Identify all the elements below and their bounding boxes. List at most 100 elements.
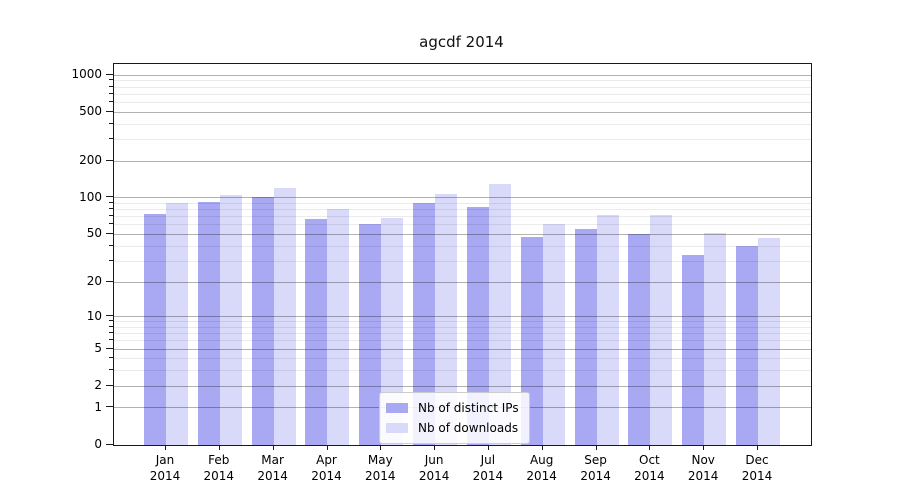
x-tick-label-month: Nov	[691, 453, 715, 467]
x-tick	[434, 445, 436, 450]
x-tick-label-month: Dec	[745, 453, 769, 467]
y-tick-label: 500	[79, 104, 102, 119]
x-tick-label-month: Jan	[155, 453, 175, 467]
bar-downloads	[650, 215, 673, 445]
y-tick-label: 50	[86, 226, 102, 241]
bar-distinct-ips	[359, 224, 382, 445]
x-tick-label-year: 2014	[311, 469, 342, 483]
x-tick	[218, 445, 220, 450]
y-tick-label: 100	[79, 189, 102, 204]
y-tick	[106, 443, 113, 445]
x-tick-label: May 2014	[348, 452, 412, 484]
bar-downloads	[166, 203, 188, 445]
x-tick-label: Dec 2014	[725, 452, 789, 484]
y-minor-tick	[109, 100, 113, 102]
x-tick-label-year: 2014	[580, 469, 611, 483]
bar-downloads	[273, 187, 296, 445]
y-minor-tick	[109, 223, 113, 225]
x-tick	[487, 445, 489, 450]
bar-distinct-ips	[144, 213, 166, 445]
x-tick	[165, 445, 166, 450]
x-tick-label-month: Feb	[208, 453, 230, 467]
legend-label: Nb of downloads	[418, 421, 519, 435]
x-tick-label-year: 2014	[472, 469, 504, 483]
y-tick-label: 1000	[71, 67, 102, 81]
chart-title: agcdf 2014	[419, 33, 504, 51]
y-tick	[106, 73, 113, 75]
x-tick-label-year: 2014	[418, 469, 450, 483]
bar-distinct-ips	[574, 228, 597, 445]
y-tick-label: 10	[86, 308, 102, 323]
x-tick-label: Jun 2014	[402, 452, 466, 484]
y-tick	[106, 315, 113, 317]
bar-downloads	[542, 224, 565, 445]
x-tick	[326, 445, 328, 450]
gridline-minor	[114, 101, 811, 103]
x-tick-label: Nov 2014	[671, 452, 735, 484]
y-minor-tick	[109, 357, 113, 359]
legend-item: Nb of distinct IPs	[386, 398, 519, 418]
y-tick	[106, 232, 113, 234]
x-tick-label-month: May	[367, 453, 393, 467]
bar-downloads	[596, 215, 619, 445]
x-tick	[272, 445, 274, 450]
x-tick	[380, 445, 382, 450]
y-minor-tick	[109, 85, 113, 87]
bar-distinct-ips	[736, 246, 759, 445]
x-tick-label-month: Oct	[639, 453, 660, 467]
x-tick-label: Jul 2014	[456, 452, 520, 484]
gridline-major	[114, 111, 811, 113]
y-minor-tick	[109, 244, 113, 246]
legend-swatch	[386, 423, 408, 433]
plot-area	[113, 63, 812, 446]
y-tick	[106, 110, 113, 112]
y-minor-tick	[109, 137, 113, 139]
gridline-minor	[114, 93, 811, 95]
y-minor-tick	[109, 79, 113, 81]
bar-distinct-ips	[413, 202, 436, 445]
y-tick-label: 20	[86, 274, 102, 288]
legend-item: Nb of downloads	[386, 418, 519, 438]
legend: Nb of distinct IPs Nb of downloads	[379, 392, 530, 444]
gridline-major	[114, 74, 811, 76]
x-tick-label-year: 2014	[687, 469, 719, 483]
x-tick-label-month: Aug	[529, 453, 554, 467]
y-minor-tick	[109, 339, 113, 341]
x-tick-label: Sep 2014	[564, 452, 628, 484]
legend-swatch	[386, 403, 408, 413]
x-tick-label-year: 2014	[257, 469, 288, 483]
x-tick-label-year: 2014	[149, 469, 181, 483]
bar-downloads	[381, 218, 404, 445]
bar-downloads	[435, 193, 458, 445]
bar-distinct-ips	[197, 202, 220, 445]
bar-distinct-ips	[251, 196, 274, 445]
x-tick-label: Jan 2014	[133, 452, 197, 484]
bar-downloads	[488, 183, 511, 445]
x-tick-label-year: 2014	[741, 469, 773, 483]
y-minor-tick	[109, 215, 113, 217]
x-tick-label: Feb 2014	[187, 452, 251, 484]
bar-downloads	[704, 233, 727, 445]
bar-distinct-ips	[305, 219, 328, 445]
x-tick-label-month: Jul	[480, 453, 496, 467]
bar-distinct-ips	[466, 207, 489, 445]
x-tick-label-year: 2014	[526, 469, 557, 483]
y-minor-tick	[109, 325, 113, 327]
y-tick	[106, 159, 113, 161]
x-tick-label-month: Jun	[424, 453, 444, 467]
bar-downloads	[219, 195, 242, 445]
x-tick-label: Mar 2014	[241, 452, 305, 484]
bar-distinct-ips	[682, 254, 705, 445]
x-tick-label-year: 2014	[634, 469, 665, 483]
x-tick-label: Aug 2014	[510, 452, 574, 484]
gridline-minor	[114, 86, 811, 88]
y-tick	[106, 406, 113, 408]
y-minor-tick	[109, 122, 113, 124]
gridline-minor	[114, 138, 811, 140]
bar-downloads	[758, 237, 781, 445]
y-minor-tick	[109, 208, 113, 210]
y-minor-tick	[109, 201, 113, 203]
x-tick	[541, 445, 543, 450]
x-tick-label-month: Sep	[584, 453, 607, 467]
